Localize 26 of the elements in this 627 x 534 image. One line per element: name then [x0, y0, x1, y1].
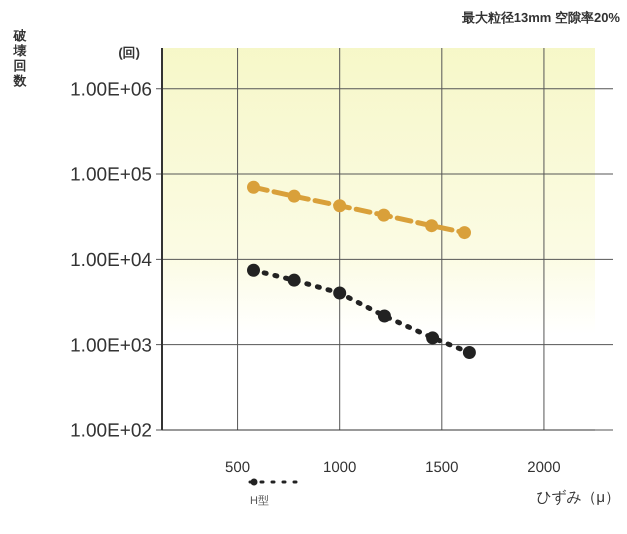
x-axis-title: ひずみ（μ） — [536, 489, 620, 506]
point — [378, 309, 391, 322]
point — [247, 264, 260, 277]
point — [377, 208, 390, 222]
y-axis-title: 破壊回数 — [12, 28, 28, 88]
point — [333, 199, 346, 212]
x-tick-label: 500 — [225, 459, 250, 476]
x-tick-label: 1000 — [323, 459, 356, 476]
y-tick-label: 1.00E+03 — [70, 335, 152, 356]
x-tick-label: 1500 — [425, 459, 459, 476]
legend-label: H型 — [250, 495, 269, 507]
point — [462, 346, 476, 359]
point — [288, 274, 301, 287]
x-tick-label: 2000 — [527, 459, 561, 476]
y-tick-label: 1.00E+05 — [70, 164, 152, 186]
point — [426, 331, 440, 344]
point — [288, 190, 301, 203]
point — [333, 286, 346, 300]
point — [425, 219, 438, 232]
point — [458, 226, 471, 240]
y-tick-label: 1.00E+02 — [70, 420, 152, 442]
text: (回) — [118, 45, 140, 60]
point — [247, 180, 260, 194]
y-tick-label: 1.00E+04 — [70, 250, 152, 272]
y-tick-label: 1.00E+06 — [70, 79, 152, 100]
chart-title: 最大粒径13mm 空隙率20% — [460, 10, 620, 25]
